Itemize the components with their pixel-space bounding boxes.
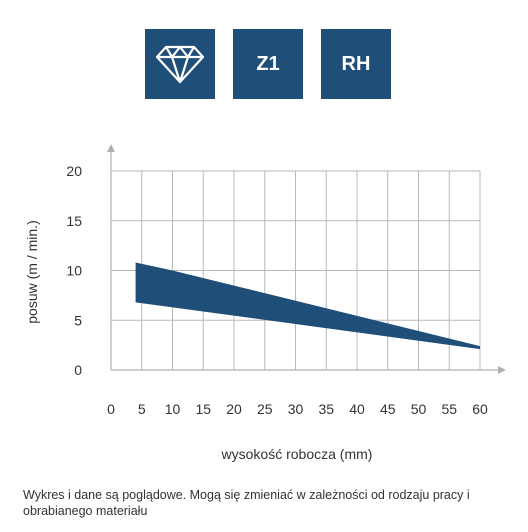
x-tick-label-25: 25	[257, 401, 273, 417]
y-tick-label-0: 0	[74, 362, 82, 378]
x-tick-label-10: 10	[165, 401, 181, 417]
x-tick-label-40: 40	[349, 401, 365, 417]
x-tick-label-20: 20	[226, 401, 242, 417]
z1-badge: Z1	[233, 29, 303, 99]
x-tick-label-15: 15	[195, 401, 211, 417]
x-tick-label-50: 50	[411, 401, 427, 417]
rh-badge: RH	[321, 29, 391, 99]
x-tick-label-35: 35	[318, 401, 334, 417]
y-axis-label: posuw (m / min.)	[24, 220, 40, 323]
x-tick-label-30: 30	[288, 401, 304, 417]
x-tick-label-45: 45	[380, 401, 396, 417]
x-axis-arrow	[498, 366, 506, 374]
chart-axes	[107, 144, 506, 374]
x-tick-label-55: 55	[441, 401, 457, 417]
x-tick-label-5: 5	[138, 401, 146, 417]
diamond-badge	[145, 29, 215, 99]
chart-footnote: Wykres i dane są poglądowe. Mogą się zmi…	[23, 488, 470, 518]
feature-badges: Z1 RH	[0, 29, 528, 99]
x-tick-label-0: 0	[107, 401, 115, 417]
feed-rate-band-0	[135, 262, 480, 350]
chart-tick-labels: 0 5 10 15 20 0 5 10 15 20 25 30 35 40 45 50 55 60	[66, 163, 488, 417]
chart-series	[135, 262, 480, 350]
feed-rate-chart: 0 5 10 15 20 0 5 10 15 20 25 30 35 40 45 50 55 60 posuw (…	[24, 144, 506, 462]
diamond-icon	[155, 45, 205, 84]
y-axis-arrow	[107, 144, 115, 152]
y-tick-label-15: 15	[66, 213, 82, 229]
x-tick-label-60: 60	[472, 401, 488, 417]
y-tick-label-5: 5	[74, 312, 82, 328]
y-tick-label-10: 10	[66, 263, 82, 279]
y-tick-label-20: 20	[66, 163, 82, 179]
x-axis-label: wysokość robocza (mm)	[221, 446, 373, 462]
